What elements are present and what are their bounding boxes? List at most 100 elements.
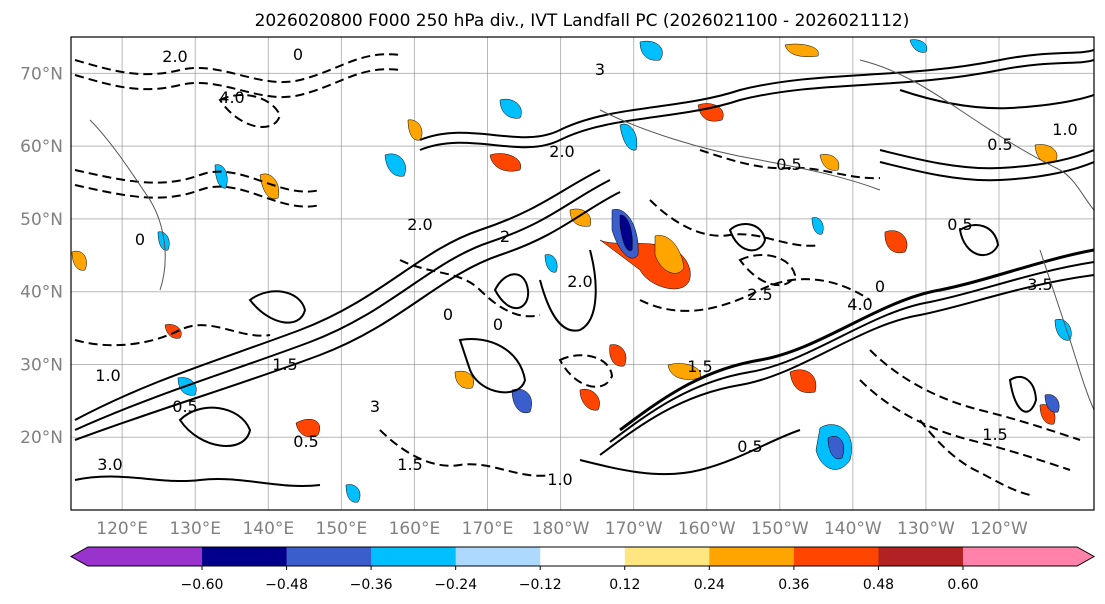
longitude-label: 160°E xyxy=(389,519,441,539)
solid-contour xyxy=(74,191,621,441)
dashed-contour xyxy=(649,199,821,247)
dashed-contour xyxy=(218,94,282,128)
colorbar-tick-label: 0.36 xyxy=(778,577,809,593)
contour-label: 2.0 xyxy=(407,215,432,234)
convergence-patch xyxy=(639,40,663,61)
colorbar-tick-label: 0.60 xyxy=(947,577,978,593)
dashed-contour xyxy=(869,349,1081,441)
longitude-label: 130°E xyxy=(169,519,221,539)
solid-contour xyxy=(74,169,601,421)
convergence-patch xyxy=(345,484,361,503)
divergence-shading xyxy=(71,39,1072,503)
contour-label: 3.0 xyxy=(97,455,122,474)
figure-title: 2026020800 F000 250 hPa div., IVT Landfa… xyxy=(255,11,910,31)
ivt-contours xyxy=(74,49,1094,488)
divergence-patch xyxy=(295,419,320,438)
dashed-contour xyxy=(74,53,401,84)
contour-label: 2 xyxy=(500,227,510,246)
colorbar-bin xyxy=(371,547,457,566)
solid-contour xyxy=(609,261,1094,443)
latitude-label: 50°N xyxy=(20,210,63,230)
solid-contour xyxy=(958,224,1000,256)
colorbar-tick-label: 0.48 xyxy=(863,577,894,593)
colorbar-bin xyxy=(793,547,879,566)
colorbar-bin xyxy=(878,547,964,566)
contour-label: 0.5 xyxy=(737,437,762,456)
contour-label: 0 xyxy=(875,277,885,296)
contour-labels: 2.0 0 3 4.0 2 0 2.0 0.5 1.5 0.5 2.0 3 1.0 0 0.5 1.5 1.0 2… xyxy=(95,45,1077,489)
divergence-patch xyxy=(784,43,819,57)
dashed-contour xyxy=(919,419,1031,496)
colorbar-tick-label: −0.24 xyxy=(434,577,477,593)
coastline xyxy=(1039,249,1094,411)
contour-label: 0.5 xyxy=(987,135,1012,154)
longitude-label: 120°W xyxy=(970,519,1028,539)
map-panel: 2.0 0 3 4.0 2 0 2.0 0.5 1.5 0.5 2.0 3 1.0 0 0.5 1.5 1.0 2… xyxy=(70,36,1095,511)
solid-contour xyxy=(1008,375,1038,413)
coastline xyxy=(859,59,1094,211)
divergence-patch xyxy=(884,230,908,254)
divergence-patch xyxy=(579,388,600,411)
dashed-contour xyxy=(699,149,881,180)
longitude-label: 180°W xyxy=(532,519,590,539)
convergence-patch xyxy=(619,214,633,251)
dashed-contour xyxy=(74,184,321,208)
divergence-patch xyxy=(454,370,474,389)
dashed-contour xyxy=(399,259,541,318)
solid-contour xyxy=(493,273,530,310)
map-frame xyxy=(70,36,1095,511)
dashed-contour xyxy=(74,68,401,99)
contour-label: 3 xyxy=(370,397,380,416)
dashed-contour xyxy=(74,324,271,347)
solid-contour xyxy=(599,274,1094,456)
contour-label: 0 xyxy=(293,45,303,64)
solid-contour xyxy=(74,179,611,431)
colorbar: −0.60 −0.48 −0.36 −0.24 −0.12 0.12 0.24 0.36 0.4… xyxy=(69,546,1096,593)
contour-label: 1.0 xyxy=(1052,120,1077,139)
contour-label: 2.0 xyxy=(549,142,574,161)
map-background xyxy=(71,37,1094,510)
colorbar-bin xyxy=(963,547,1095,566)
latitude-label: 40°N xyxy=(20,283,63,303)
contour-label: 4.0 xyxy=(219,88,244,107)
solid-contour xyxy=(879,161,1094,182)
contour-label: 1.5 xyxy=(982,425,1007,444)
longitude-label: 130°W xyxy=(897,519,955,539)
contour-label: 3.5 xyxy=(1027,275,1052,294)
contour-label: 0 xyxy=(135,230,145,249)
divergence-patch xyxy=(71,250,87,271)
longitude-labels: 120°E 130°E 140°E 150°E 160°E 170°E 180°W 170°W… xyxy=(96,519,1028,539)
solid-contour xyxy=(458,338,527,394)
convergence-patch xyxy=(619,123,638,151)
contour-label: 2.0 xyxy=(567,272,592,291)
divergence-patch xyxy=(789,369,817,393)
contour-label: 2.5 xyxy=(747,285,772,304)
dashed-contour xyxy=(558,354,614,388)
latitude-label: 60°N xyxy=(20,137,63,157)
coastline xyxy=(599,109,881,191)
convergence-patch xyxy=(1044,394,1060,413)
colorbar-bin xyxy=(286,547,372,566)
longitude-label: 160°W xyxy=(678,519,736,539)
longitude-label: 170°W xyxy=(605,519,663,539)
contour-label: 0 xyxy=(443,305,453,324)
colorbar-tick-label: −0.36 xyxy=(350,577,393,593)
convergence-patch xyxy=(499,98,522,119)
contour-label: 0.5 xyxy=(947,215,972,234)
longitude-label: 150°W xyxy=(751,519,809,539)
convergence-patch xyxy=(384,153,406,177)
contour-label: 0.5 xyxy=(776,155,801,174)
solid-contour xyxy=(419,49,1094,141)
colorbar-tick-label: −0.48 xyxy=(265,577,308,593)
longitude-label: 150°E xyxy=(316,519,368,539)
colorbar-bin xyxy=(202,547,288,566)
coastline xyxy=(89,119,166,291)
contour-label: 2.0 xyxy=(162,47,187,66)
divergence-patch xyxy=(697,103,724,122)
longitude-label: 140°E xyxy=(242,519,294,539)
coastlines xyxy=(89,59,1094,411)
convergence-patch xyxy=(811,217,824,235)
divergence-patch xyxy=(259,173,280,200)
solid-contour xyxy=(728,223,767,252)
